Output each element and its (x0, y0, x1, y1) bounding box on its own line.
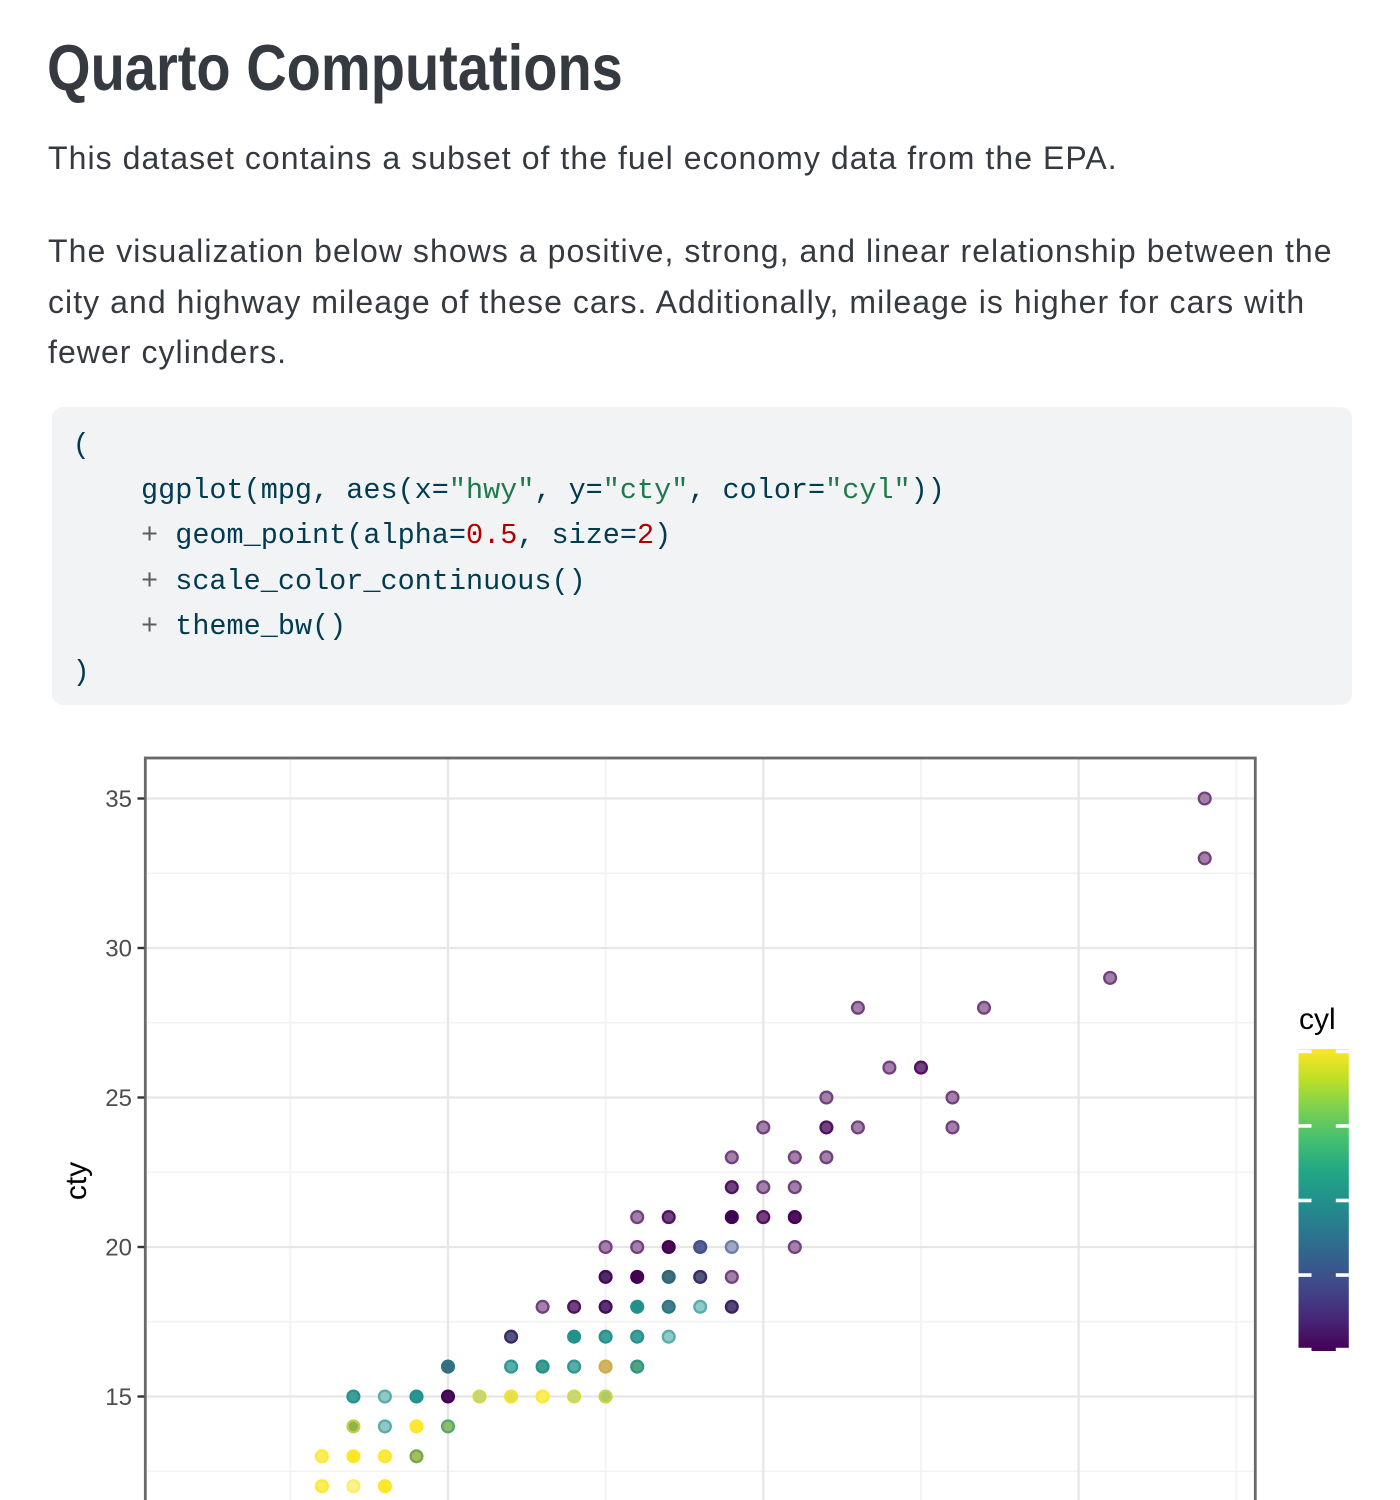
svg-text:35: 35 (105, 786, 132, 813)
svg-text:30: 30 (105, 936, 132, 963)
svg-text:cty: cty (60, 1162, 93, 1200)
svg-text:20: 20 (105, 1235, 132, 1262)
svg-text:cyl: cyl (1299, 1003, 1336, 1036)
svg-text:15: 15 (105, 1384, 132, 1411)
svg-text:25: 25 (105, 1085, 132, 1112)
